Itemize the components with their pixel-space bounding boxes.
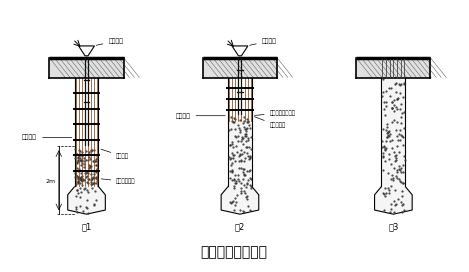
Text: 灌注砼面: 灌注砼面 bbox=[101, 149, 129, 159]
Text: 井下操作工人: 井下操作工人 bbox=[101, 179, 136, 184]
Text: 图1: 图1 bbox=[82, 222, 91, 231]
Polygon shape bbox=[232, 46, 248, 56]
Text: 图3: 图3 bbox=[388, 222, 399, 231]
Text: 平仙漏斗: 平仙漏斗 bbox=[96, 38, 123, 45]
Text: 导管导管: 导管导管 bbox=[22, 135, 72, 140]
Text: 平仙漏斗: 平仙漏斗 bbox=[250, 38, 277, 45]
Text: 图2: 图2 bbox=[235, 222, 245, 231]
Bar bbox=[356, 58, 431, 78]
Polygon shape bbox=[221, 187, 259, 214]
Text: 桧芯码浇筑示意图: 桧芯码浇筑示意图 bbox=[201, 245, 267, 259]
Text: 2m: 2m bbox=[45, 179, 56, 184]
Bar bbox=[75, 148, 98, 187]
Bar bbox=[228, 116, 252, 187]
Text: 井下操作工人二人: 井下操作工人二人 bbox=[255, 110, 295, 116]
Text: 灌注砼面视: 灌注砼面视 bbox=[254, 117, 286, 128]
Bar bbox=[203, 58, 277, 78]
Polygon shape bbox=[68, 187, 106, 214]
Polygon shape bbox=[375, 187, 412, 214]
Polygon shape bbox=[79, 46, 94, 56]
Bar bbox=[381, 78, 405, 187]
Bar bbox=[49, 58, 124, 78]
Text: 导管导管: 导管导管 bbox=[175, 113, 225, 119]
